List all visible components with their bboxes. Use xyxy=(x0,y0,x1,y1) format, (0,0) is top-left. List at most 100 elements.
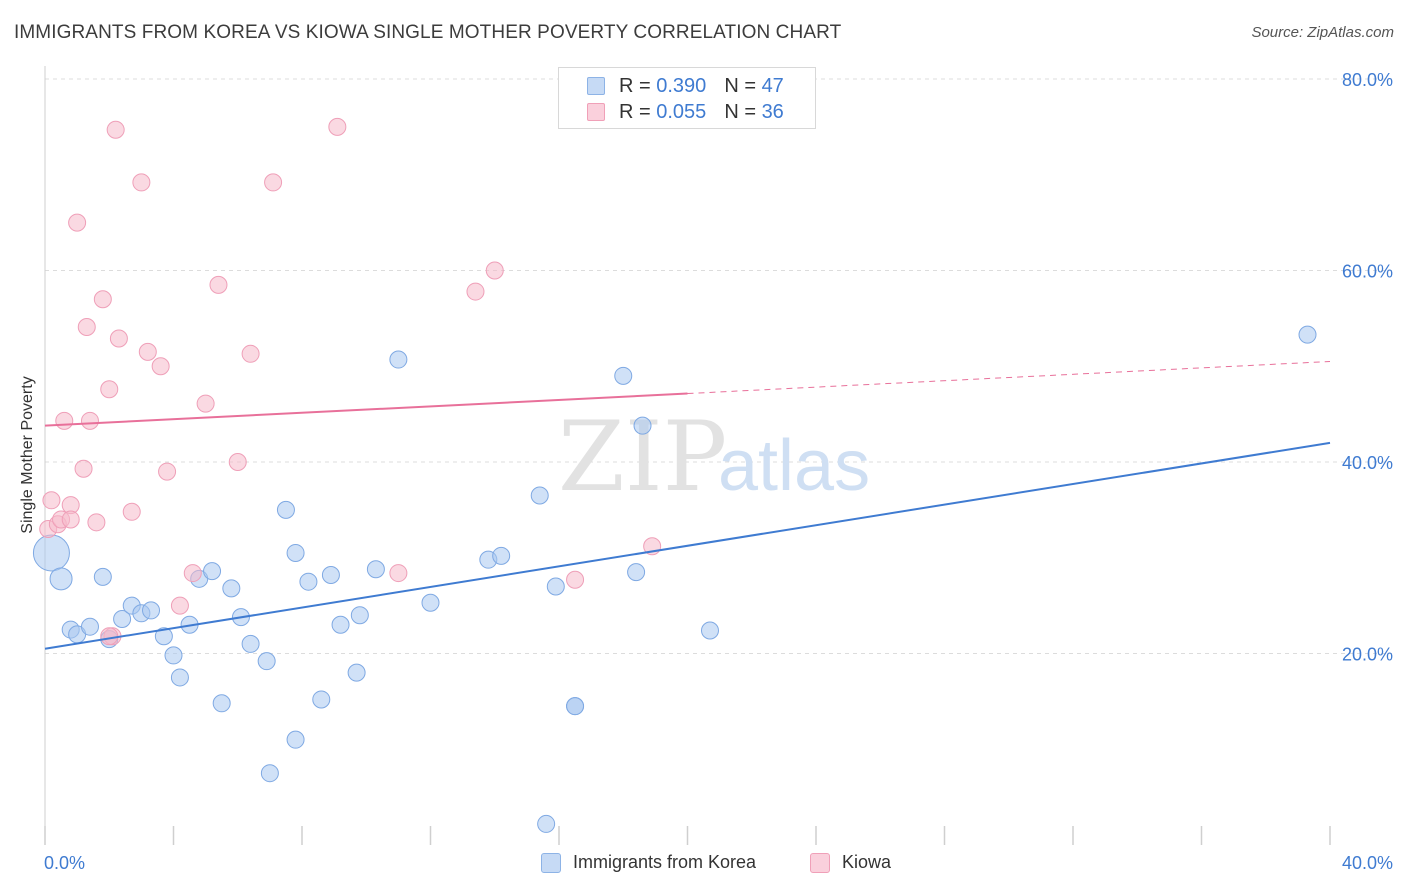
korea-point xyxy=(492,546,511,565)
korea-point xyxy=(170,668,189,687)
watermark-atlas: atlas xyxy=(718,426,870,506)
korea-point xyxy=(347,663,366,682)
korea-point xyxy=(312,690,331,709)
korea-trend-line xyxy=(44,441,1331,650)
korea-point xyxy=(260,764,279,783)
kiowa-point xyxy=(138,342,157,361)
korea-point xyxy=(700,621,719,640)
legend-n-value: 47 xyxy=(761,75,784,97)
korea-point xyxy=(286,730,305,749)
kiowa-point xyxy=(74,459,93,478)
legend-n-label: N = xyxy=(724,75,762,97)
tick-label-layer: 20.0% 40.0% 60.0% 80.0% 0.0% 40.0% xyxy=(44,70,1393,873)
kiowa-point xyxy=(55,411,74,430)
legend-r-label: R = xyxy=(619,75,657,97)
korea-point xyxy=(276,500,295,519)
kiowa-trend-line xyxy=(44,392,688,427)
source-label: Source: ZipAtlas.com xyxy=(1251,24,1394,41)
korea-point xyxy=(203,562,222,581)
kiowa-point xyxy=(183,564,202,583)
korea-point xyxy=(257,652,276,671)
korea-point xyxy=(546,577,565,596)
legend-swatch-kiowa xyxy=(587,103,605,121)
kiowa-point xyxy=(466,282,485,301)
korea-point xyxy=(49,567,73,591)
legend-n-label: N = xyxy=(724,101,762,123)
bottom-legend-swatch-korea xyxy=(541,853,561,873)
kiowa-point xyxy=(93,290,112,309)
x-tick-label: 0.0% xyxy=(44,853,85,873)
kiowa-point xyxy=(100,380,119,399)
korea-point xyxy=(80,617,99,636)
kiowa-point xyxy=(61,510,80,529)
korea-point xyxy=(113,610,132,629)
axis-layer xyxy=(44,66,1331,845)
kiowa-point xyxy=(264,173,283,192)
kiowa-point xyxy=(87,513,106,532)
kiowa-point xyxy=(106,120,125,139)
bottom-legend-label-korea: Immigrants from Korea xyxy=(573,852,757,872)
korea-point xyxy=(1298,325,1317,344)
legend-r-value: 0.390 xyxy=(656,75,707,97)
points-layer xyxy=(32,117,1317,833)
korea-point xyxy=(389,350,408,369)
kiowa-point xyxy=(228,453,247,471)
korea-point xyxy=(350,606,369,625)
grid-layer xyxy=(45,78,1392,654)
kiowa-point xyxy=(209,275,228,294)
kiowa-point xyxy=(170,596,189,615)
kiowa-point xyxy=(77,317,96,336)
korea-point xyxy=(241,634,260,653)
kiowa-point xyxy=(109,329,128,348)
legend-n-value: 36 xyxy=(761,101,784,123)
korea-point xyxy=(331,615,350,634)
korea-point xyxy=(154,627,173,646)
legend-r-label: R = xyxy=(619,101,657,123)
kiowa-point xyxy=(100,627,119,646)
correlation-legend: R = 0.390 N = 47 R = 0.055 N = 36 xyxy=(558,67,816,129)
kiowa-point xyxy=(132,173,151,192)
x-tick-label: 40.0% xyxy=(1342,853,1393,873)
kiowa-trend-line-dashed xyxy=(687,360,1331,395)
kiowa-point xyxy=(42,491,61,510)
y-tick-label: 20.0% xyxy=(1342,645,1393,665)
bottom-legend-label-kiowa: Kiowa xyxy=(842,852,892,872)
legend-r-value: 0.055 xyxy=(656,101,707,123)
kiowa-point xyxy=(122,502,141,521)
kiowa-point xyxy=(80,411,99,430)
korea-point xyxy=(366,560,385,579)
watermark: ZIP atlas xyxy=(558,401,870,513)
korea-point xyxy=(421,593,440,612)
korea-point xyxy=(530,486,549,505)
korea-point xyxy=(93,567,112,586)
korea-point xyxy=(321,565,340,584)
korea-point xyxy=(627,563,646,582)
kiowa-point xyxy=(566,570,585,589)
korea-point xyxy=(286,543,305,562)
kiowa-point xyxy=(328,117,347,136)
korea-point xyxy=(142,601,161,620)
korea-point xyxy=(566,697,585,716)
korea-point xyxy=(32,534,70,572)
korea-point xyxy=(299,572,318,591)
kiowa-point xyxy=(68,213,87,232)
bottom-legend-swatch-kiowa xyxy=(810,853,830,873)
korea-point xyxy=(164,646,183,665)
korea-point xyxy=(614,366,633,385)
legend-swatch-korea xyxy=(587,77,605,95)
kiowa-point xyxy=(151,357,170,376)
kiowa-point xyxy=(158,462,177,481)
trend-layer xyxy=(44,360,1331,650)
chart-title: IMMIGRANTS FROM KOREA VS KIOWA SINGLE MO… xyxy=(14,22,842,43)
kiowa-point xyxy=(196,394,215,413)
kiowa-point xyxy=(485,261,504,280)
y-tick-label: 60.0% xyxy=(1342,262,1393,282)
kiowa-point xyxy=(389,564,408,583)
korea-point xyxy=(222,579,241,598)
korea-point xyxy=(633,416,652,435)
y-tick-label: 40.0% xyxy=(1342,453,1393,473)
korea-point xyxy=(537,814,556,833)
y-tick-label: 80.0% xyxy=(1342,70,1393,90)
kiowa-point xyxy=(241,344,260,363)
